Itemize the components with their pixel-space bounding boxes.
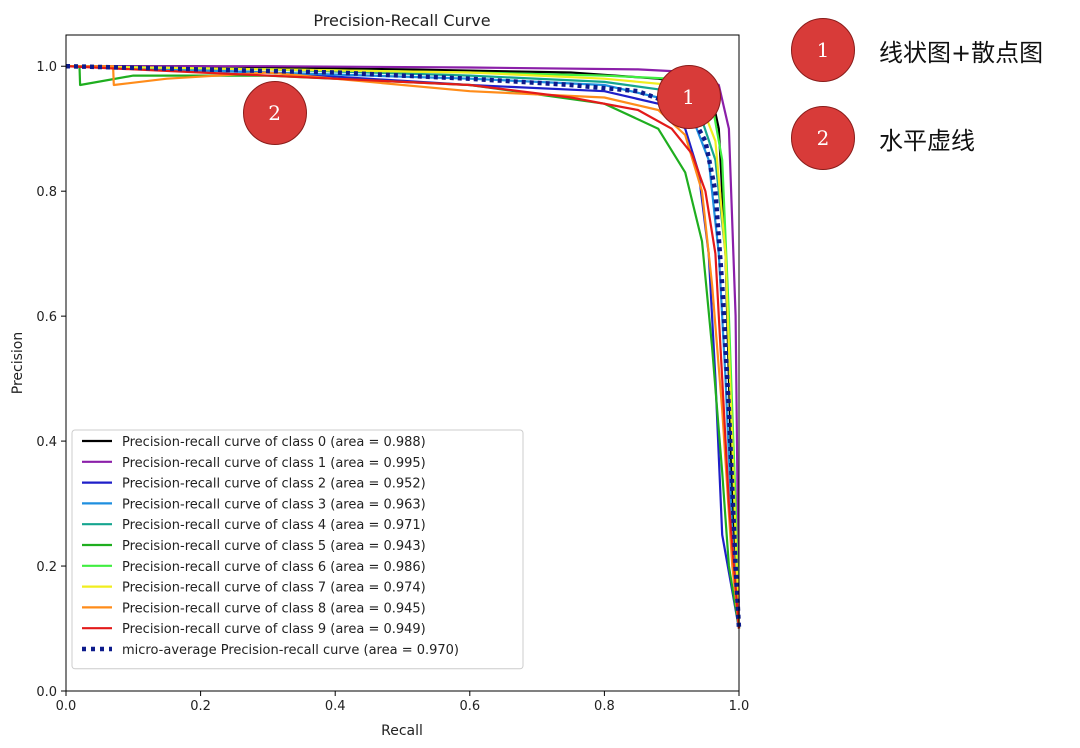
legend-box [71,429,524,670]
series-line-9 [65,65,741,629]
annotation-text: 水平虚线 [879,126,975,155]
x-tick-label: 0.4 [325,699,346,714]
legend-label: Precision-recall curve of class 1 (area … [122,456,426,471]
annotation-1: 1 线状图+散点图 [791,18,1043,82]
chart-title: Precision-Recall Curve [313,11,490,30]
annotation-badge: 2 [791,106,855,170]
chart-badge-2: 2 [242,81,307,146]
legend-label: Precision-recall curve of class 5 (area … [122,539,426,554]
y-axis-label: Precision [10,332,26,394]
legend-label: Precision-recall curve of class 9 (area … [122,622,426,637]
x-tick-label: 0.2 [190,699,211,714]
annotation-2: 2 水平虚线 [791,106,975,170]
series-line-5 [66,65,741,629]
y-tick-label: 0.2 [36,560,57,575]
y-tick-label: 0.8 [36,185,57,200]
y-tick-label: 0.0 [36,685,57,700]
x-tick-label: 0.6 [459,699,480,714]
x-tick-label: 1.0 [729,699,750,714]
legend-label: Precision-recall curve of class 6 (area … [122,560,426,575]
y-tick-label: 0.4 [36,435,57,450]
x-tick-label: 0.8 [594,699,615,714]
legend-label: Precision-recall curve of class 3 (area … [122,497,426,512]
legend-label: micro-average Precision-recall curve (ar… [122,643,459,658]
chart-badge-1: 1 [656,65,721,130]
legend-label: Precision-recall curve of class 4 (area … [122,518,426,533]
y-tick-label: 1.0 [36,60,57,75]
annotation-badge: 1 [791,18,855,82]
series-line-8 [66,65,741,629]
legend-label: Precision-recall curve of class 7 (area … [122,581,426,596]
legend-label: Precision-recall curve of class 0 (area … [122,435,426,450]
x-tick-label: 0.0 [56,699,77,714]
x-axis-label: Recall [381,723,423,739]
annotation-text: 线状图+散点图 [879,38,1044,67]
series-line-10 [65,63,742,629]
plot-frame [65,34,740,692]
legend-label: Precision-recall curve of class 8 (area … [122,601,426,616]
legend: Precision-recall curve of class 0 (area … [71,429,524,670]
y-tick-label: 0.6 [36,310,57,325]
legend-label: Precision-recall curve of class 2 (area … [122,477,426,492]
